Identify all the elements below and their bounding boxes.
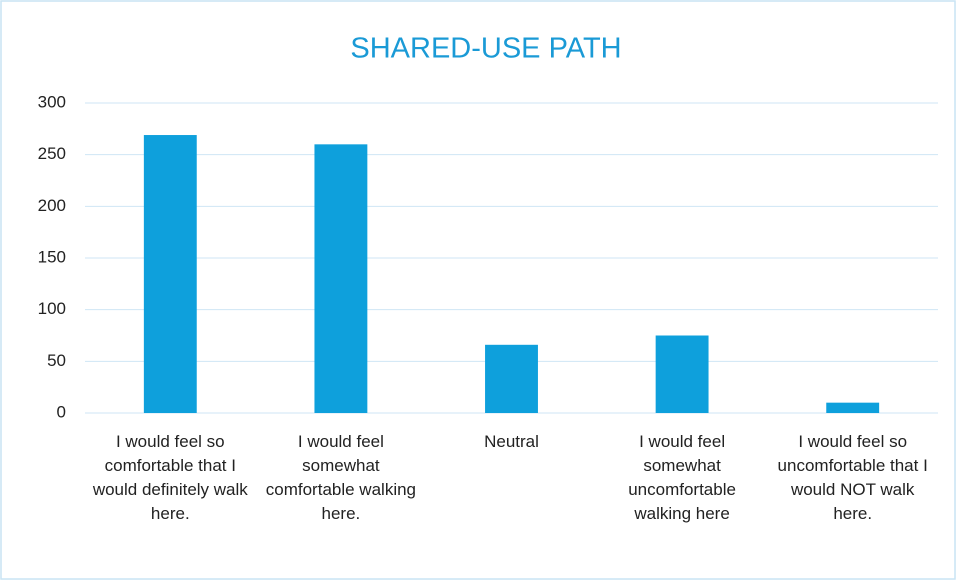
y-tick-label: 250: [38, 144, 66, 163]
bar: [826, 402, 880, 413]
x-tick-label: I would feel somewhat uncomfortable walk…: [628, 432, 736, 523]
y-tick-label: 200: [38, 196, 66, 215]
x-tick-label: I would feel somewhat comfortable walkin…: [265, 432, 417, 523]
y-tick-label: 300: [38, 92, 66, 111]
chart-title: SHARED-USE PATH: [350, 33, 621, 65]
y-tick-label: 150: [38, 247, 66, 266]
x-tick-label: Neutral: [484, 432, 539, 451]
bar: [314, 144, 368, 414]
bar: [143, 135, 197, 414]
x-tick-label: I would feel so comfortable that I would…: [92, 432, 248, 523]
y-tick-label: 0: [57, 402, 66, 421]
x-tick-label: I would feel so uncomfortable that I wou…: [777, 432, 928, 523]
y-tick-label: 100: [38, 299, 66, 318]
y-tick-label: 50: [47, 351, 66, 370]
bar: [655, 335, 709, 413]
bar: [485, 344, 538, 413]
